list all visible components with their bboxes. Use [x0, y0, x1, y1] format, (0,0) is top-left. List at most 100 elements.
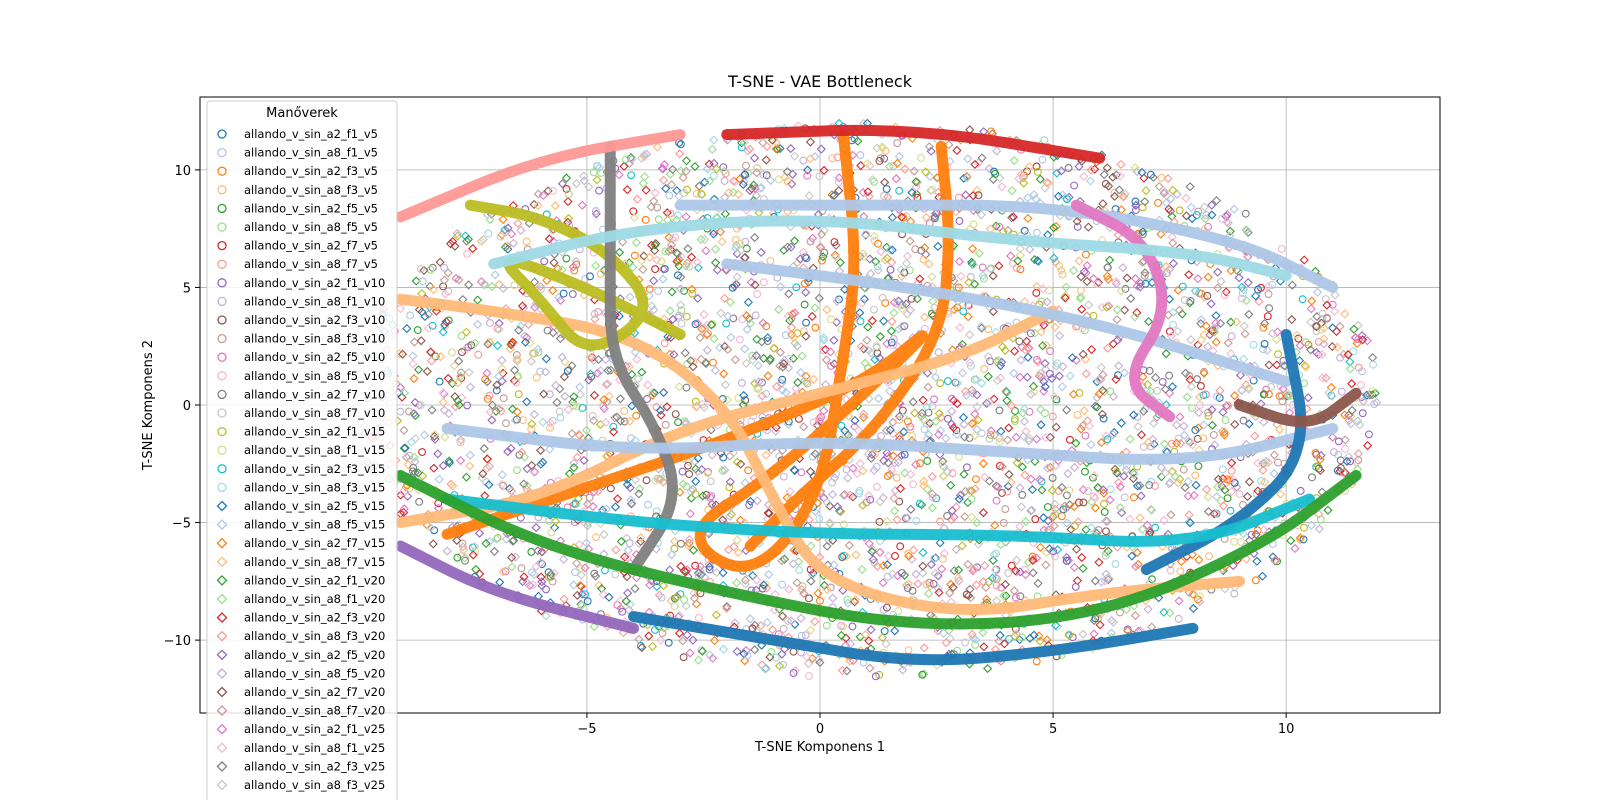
scatter-point	[1196, 315, 1206, 325]
scatter-point	[1012, 458, 1022, 468]
scatter-point	[900, 570, 910, 580]
scatter-point	[1050, 508, 1060, 519]
scatter-point	[653, 474, 662, 483]
scatter-point	[1241, 296, 1251, 306]
scatter-point	[1016, 169, 1026, 180]
scatter-point	[695, 333, 705, 343]
legend-item: allando_v_sin_a8_f7_v15	[216, 555, 385, 569]
scatter-point	[771, 137, 781, 147]
scatter-point	[779, 355, 790, 365]
scatter-point	[1086, 165, 1096, 175]
scatter-point	[1239, 321, 1249, 331]
scatter-point	[636, 533, 646, 543]
scatter-point	[881, 146, 890, 155]
scatter-point	[439, 405, 449, 415]
scatter-point	[1287, 280, 1297, 290]
scatter-point	[969, 220, 978, 229]
scatter-point	[1165, 206, 1176, 216]
scatter-point	[577, 589, 587, 599]
scatter-point	[473, 295, 483, 305]
scatter-point	[1002, 387, 1012, 397]
scatter-point	[479, 279, 490, 289]
scatter-point	[1105, 495, 1115, 505]
scatter-point	[820, 248, 829, 257]
scatter-point	[886, 265, 895, 274]
scatter-point	[606, 365, 616, 375]
scatter-point	[691, 599, 702, 609]
scatter-point	[461, 472, 471, 482]
scatter-point	[1004, 569, 1013, 578]
scatter-point	[861, 230, 871, 240]
scatter-point	[1112, 305, 1122, 315]
scatter-point	[753, 290, 762, 299]
scatter-point	[746, 277, 756, 287]
scatter-point	[443, 268, 453, 278]
scatter-point	[783, 616, 793, 626]
scatter-point	[555, 407, 564, 416]
scatter-point	[1368, 387, 1377, 396]
scatter-point	[1249, 376, 1258, 385]
scatter-point	[742, 324, 752, 335]
scatter-point	[694, 613, 703, 622]
scatter-point	[776, 282, 786, 292]
scatter-point	[623, 545, 633, 555]
scatter-point	[1078, 629, 1088, 639]
scatter-point	[1217, 496, 1226, 505]
scatter-point	[832, 502, 843, 512]
scatter-point	[709, 358, 717, 367]
scatter-point	[1259, 345, 1268, 354]
scatter-point	[1000, 579, 1010, 590]
scatter-point	[1129, 410, 1139, 420]
scatter-point	[1185, 518, 1195, 528]
scatter-point	[722, 602, 732, 612]
scatter-point	[482, 454, 492, 464]
scatter-point	[829, 190, 839, 201]
scatter-point	[1000, 345, 1010, 356]
scatter-point	[896, 542, 905, 551]
scatter-point	[619, 161, 629, 171]
scatter-point	[704, 159, 714, 169]
scatter-point	[748, 351, 757, 360]
legend-item: allando_v_sin_a8_f1_v25	[216, 741, 385, 755]
scatter-point	[1032, 355, 1041, 364]
scatter-point	[1250, 431, 1260, 441]
scatter-point	[1048, 512, 1058, 522]
scatter-point	[918, 548, 928, 558]
scatter-point	[563, 196, 573, 207]
scatter-point	[798, 582, 807, 591]
scatter-point	[930, 554, 939, 563]
scatter-point	[572, 452, 582, 462]
scatter-point	[838, 621, 848, 632]
scatter-point	[1052, 168, 1062, 178]
scatter-point	[1194, 207, 1203, 216]
scatter-point	[598, 589, 608, 599]
scatter-point	[911, 182, 921, 192]
trajectory-line	[464, 199, 686, 351]
scatter-point	[1081, 467, 1089, 476]
scatter-point	[1017, 462, 1028, 472]
scatter-point	[928, 186, 937, 194]
scatter-point	[896, 265, 906, 275]
scatter-point	[410, 397, 420, 408]
scatter-point	[991, 221, 1001, 231]
scatter-point	[970, 279, 980, 289]
scatter-point	[785, 316, 795, 326]
scatter-point	[895, 186, 904, 195]
scatter-point	[904, 549, 913, 558]
scatter-point	[525, 580, 535, 591]
scatter-point	[771, 144, 781, 154]
scatter-point	[1239, 416, 1248, 425]
scatter-point	[1234, 273, 1244, 283]
scatter-point	[576, 563, 586, 573]
scatter-point	[497, 470, 507, 480]
scatter-point	[732, 272, 742, 282]
legend-marker-diamond	[216, 630, 228, 642]
scatter-point	[1016, 265, 1025, 274]
scatter-point	[1111, 560, 1120, 569]
scatter-point	[877, 432, 885, 441]
scatter-point	[1026, 389, 1036, 399]
scatter-point	[448, 481, 458, 491]
scatter-point	[552, 397, 562, 408]
scatter-point	[1184, 510, 1194, 520]
scatter-point	[484, 229, 493, 238]
